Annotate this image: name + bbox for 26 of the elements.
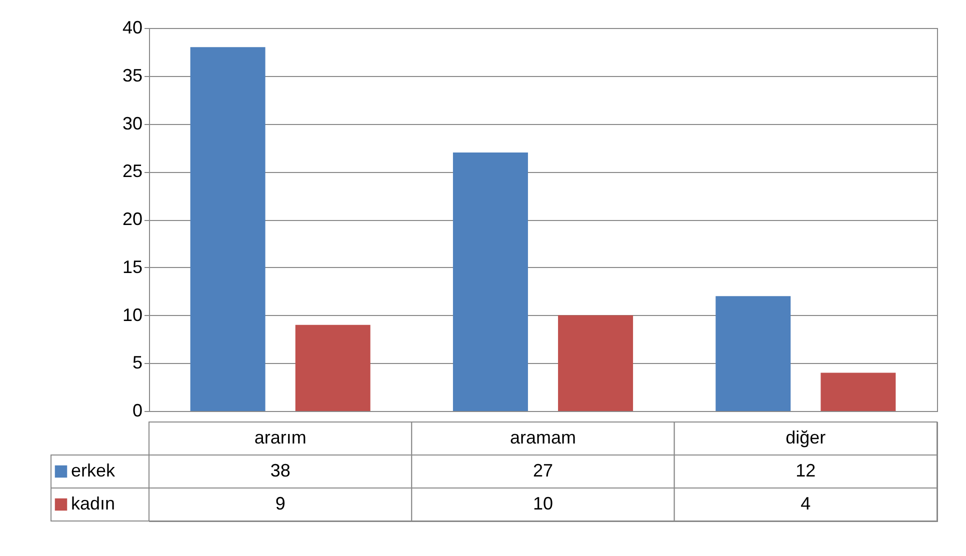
y-tick-label: 0 bbox=[132, 400, 142, 420]
y-tick-label: 5 bbox=[132, 352, 142, 373]
data-label: 27 bbox=[532, 460, 554, 480]
y-tick-label: 25 bbox=[122, 161, 142, 182]
x-tick-label: aramam bbox=[510, 428, 576, 448]
y-tick-label: 35 bbox=[122, 65, 142, 86]
data-label: 38 bbox=[270, 460, 290, 480]
legend-label: kadın bbox=[71, 494, 116, 514]
bar bbox=[558, 315, 634, 411]
bar bbox=[295, 324, 370, 411]
data-label: 12 bbox=[796, 460, 816, 480]
x-tick-label: ararım bbox=[254, 428, 306, 448]
bar bbox=[452, 152, 528, 411]
legend-label: erkek bbox=[71, 460, 116, 480]
bar bbox=[190, 47, 266, 411]
y-tick-label: 30 bbox=[122, 113, 142, 134]
bar bbox=[820, 372, 896, 411]
x-tick-label: diğer bbox=[786, 428, 826, 448]
y-tick-label: 10 bbox=[122, 304, 142, 325]
bar bbox=[716, 296, 791, 411]
data-label: 9 bbox=[275, 494, 286, 514]
data-label: 10 bbox=[532, 494, 554, 514]
data-label: 4 bbox=[800, 494, 811, 514]
y-tick-label: 15 bbox=[122, 256, 142, 277]
y-tick-label: 40 bbox=[122, 18, 142, 38]
y-tick-label: 20 bbox=[122, 209, 142, 229]
